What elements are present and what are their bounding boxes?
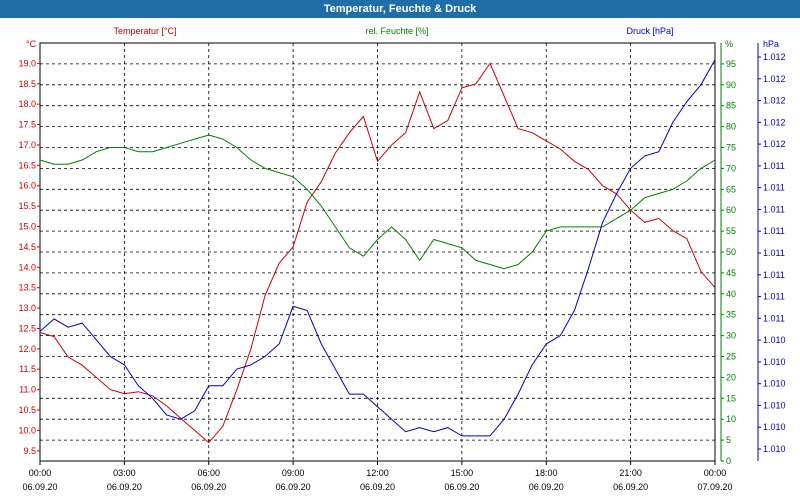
left-axis-unit: °C bbox=[26, 39, 37, 49]
x-tick-label-time: 21:00 bbox=[619, 468, 642, 478]
x-tick-label-time: 06:00 bbox=[197, 468, 220, 478]
humidity-tick-label: 95 bbox=[726, 59, 736, 69]
humidity-tick-label: 30 bbox=[726, 331, 736, 341]
window-title: Temperatur, Feuchte & Druck bbox=[0, 0, 800, 18]
pressure-tick-label: 1.011 bbox=[763, 183, 785, 193]
x-tick-label-date: 06.09.20 bbox=[107, 482, 142, 492]
left-tick-label: 11.5 bbox=[19, 364, 36, 374]
humidity-tick-label: 40 bbox=[726, 289, 736, 299]
legend-label: Temperatur [°C] bbox=[113, 26, 176, 36]
pressure-tick-label: 1.010 bbox=[763, 335, 786, 345]
left-tick-label: 18.5 bbox=[18, 79, 36, 89]
pressure-tick-label: 1.012 bbox=[763, 74, 786, 84]
left-tick-label: 10.5 bbox=[18, 405, 36, 415]
x-tick-label-date: 06.09.20 bbox=[191, 482, 226, 492]
humidity-tick-label: 65 bbox=[726, 184, 736, 194]
legend-label: Druck [hPa] bbox=[626, 26, 673, 36]
x-tick-label-date: 06.09.20 bbox=[444, 482, 479, 492]
humidity-tick-label: 20 bbox=[726, 372, 736, 382]
pressure-tick-label: 1.012 bbox=[763, 139, 786, 149]
x-tick-label-time: 03:00 bbox=[113, 468, 136, 478]
pressure-tick-label: 1.011 bbox=[763, 292, 785, 302]
series-line bbox=[39, 134, 716, 270]
left-tick-label: 12.0 bbox=[18, 344, 36, 354]
left-tick-label: 15.0 bbox=[18, 222, 36, 232]
x-tick-label-time: 09:00 bbox=[282, 468, 305, 478]
pressure-tick-label: 1.010 bbox=[763, 357, 786, 367]
pressure-tick-label: 1.011 bbox=[763, 204, 785, 214]
humidity-tick-label: 50 bbox=[726, 247, 736, 257]
left-tick-label: 16.5 bbox=[18, 160, 36, 170]
grid bbox=[40, 43, 715, 461]
humidity-tick-label: 75 bbox=[726, 143, 736, 153]
humidity-tick-label: 35 bbox=[726, 310, 736, 320]
humidity-tick-label: 45 bbox=[726, 268, 736, 278]
pressure-tick-label: 1.010 bbox=[763, 379, 786, 389]
pressure-tick-label: 1.010 bbox=[763, 444, 786, 454]
pressure-tick-label: 1.010 bbox=[763, 400, 786, 410]
series-line bbox=[39, 62, 716, 444]
left-tick-label: 12.5 bbox=[18, 323, 36, 333]
x-tick-label-date: 06.09.20 bbox=[276, 482, 311, 492]
x-tick-label-date: 06.09.20 bbox=[360, 482, 395, 492]
x-tick-label-time: 00:00 bbox=[704, 468, 727, 478]
humidity-axis-unit: % bbox=[725, 39, 733, 49]
humidity-tick-label: 5 bbox=[726, 435, 731, 445]
left-tick-label: 9.5 bbox=[23, 446, 36, 456]
humidity-tick-label: 60 bbox=[726, 205, 736, 215]
pressure-tick-label: 1.011 bbox=[763, 161, 785, 171]
left-tick-label: 16.0 bbox=[18, 181, 36, 191]
humidity-tick-label: 70 bbox=[726, 163, 736, 173]
humidity-tick-label: 25 bbox=[726, 352, 736, 362]
humidity-tick-label: 0 bbox=[726, 456, 731, 466]
humidity-tick-label: 85 bbox=[726, 101, 736, 111]
pressure-tick-label: 1.010 bbox=[763, 422, 786, 432]
left-tick-label: 14.5 bbox=[18, 242, 36, 252]
x-tick-label-time: 15:00 bbox=[451, 468, 474, 478]
humidity-tick-label: 10 bbox=[726, 414, 736, 424]
left-tick-label: 11.0 bbox=[19, 385, 36, 395]
pressure-tick-label: 1.012 bbox=[763, 52, 786, 62]
left-tick-label: 10.0 bbox=[18, 425, 36, 435]
humidity-tick-label: 15 bbox=[726, 393, 736, 403]
pressure-tick-label: 1.011 bbox=[763, 270, 785, 280]
humidity-tick-label: 55 bbox=[726, 226, 736, 236]
x-tick-label-time: 12:00 bbox=[366, 468, 389, 478]
pressure-tick-label: 1.011 bbox=[763, 248, 785, 258]
axes: 00:00 06.09.20 03:00 06.09.20 06:00 06.09.20 0… bbox=[18, 26, 785, 492]
left-tick-label: 13.5 bbox=[18, 283, 36, 293]
pressure-tick-label: 1.011 bbox=[763, 226, 785, 236]
chart: 00:00 06.09.20 03:00 06.09.20 06:00 06.09.20 0… bbox=[18, 26, 785, 492]
left-tick-label: 14.0 bbox=[18, 262, 36, 272]
x-tick-label-time: 18:00 bbox=[535, 468, 558, 478]
pressure-tick-label: 1.011 bbox=[763, 313, 785, 323]
humidity-tick-label: 90 bbox=[726, 80, 736, 90]
series-layer bbox=[39, 59, 716, 444]
series-line bbox=[39, 59, 716, 437]
x-tick-label-date: 06.09.20 bbox=[22, 482, 57, 492]
left-tick-label: 13.0 bbox=[18, 303, 36, 313]
left-tick-label: 15.5 bbox=[18, 201, 36, 211]
x-tick-label-date: 06.09.20 bbox=[613, 482, 648, 492]
pressure-axis-unit: hPa bbox=[763, 39, 779, 49]
pressure-tick-label: 1.012 bbox=[763, 96, 786, 106]
legend-label: rel. Feuchte [%] bbox=[365, 26, 428, 36]
pressure-tick-label: 1.012 bbox=[763, 117, 786, 127]
x-tick-label-time: 00:00 bbox=[29, 468, 52, 478]
x-tick-label-date: 07.09.20 bbox=[697, 482, 732, 492]
humidity-tick-label: 80 bbox=[726, 122, 736, 132]
x-tick-label-date: 06.09.20 bbox=[529, 482, 564, 492]
left-tick-label: 17.0 bbox=[18, 140, 36, 150]
left-tick-label: 19.0 bbox=[18, 58, 36, 68]
left-tick-label: 18.0 bbox=[18, 99, 36, 109]
left-tick-label: 17.5 bbox=[18, 120, 36, 130]
